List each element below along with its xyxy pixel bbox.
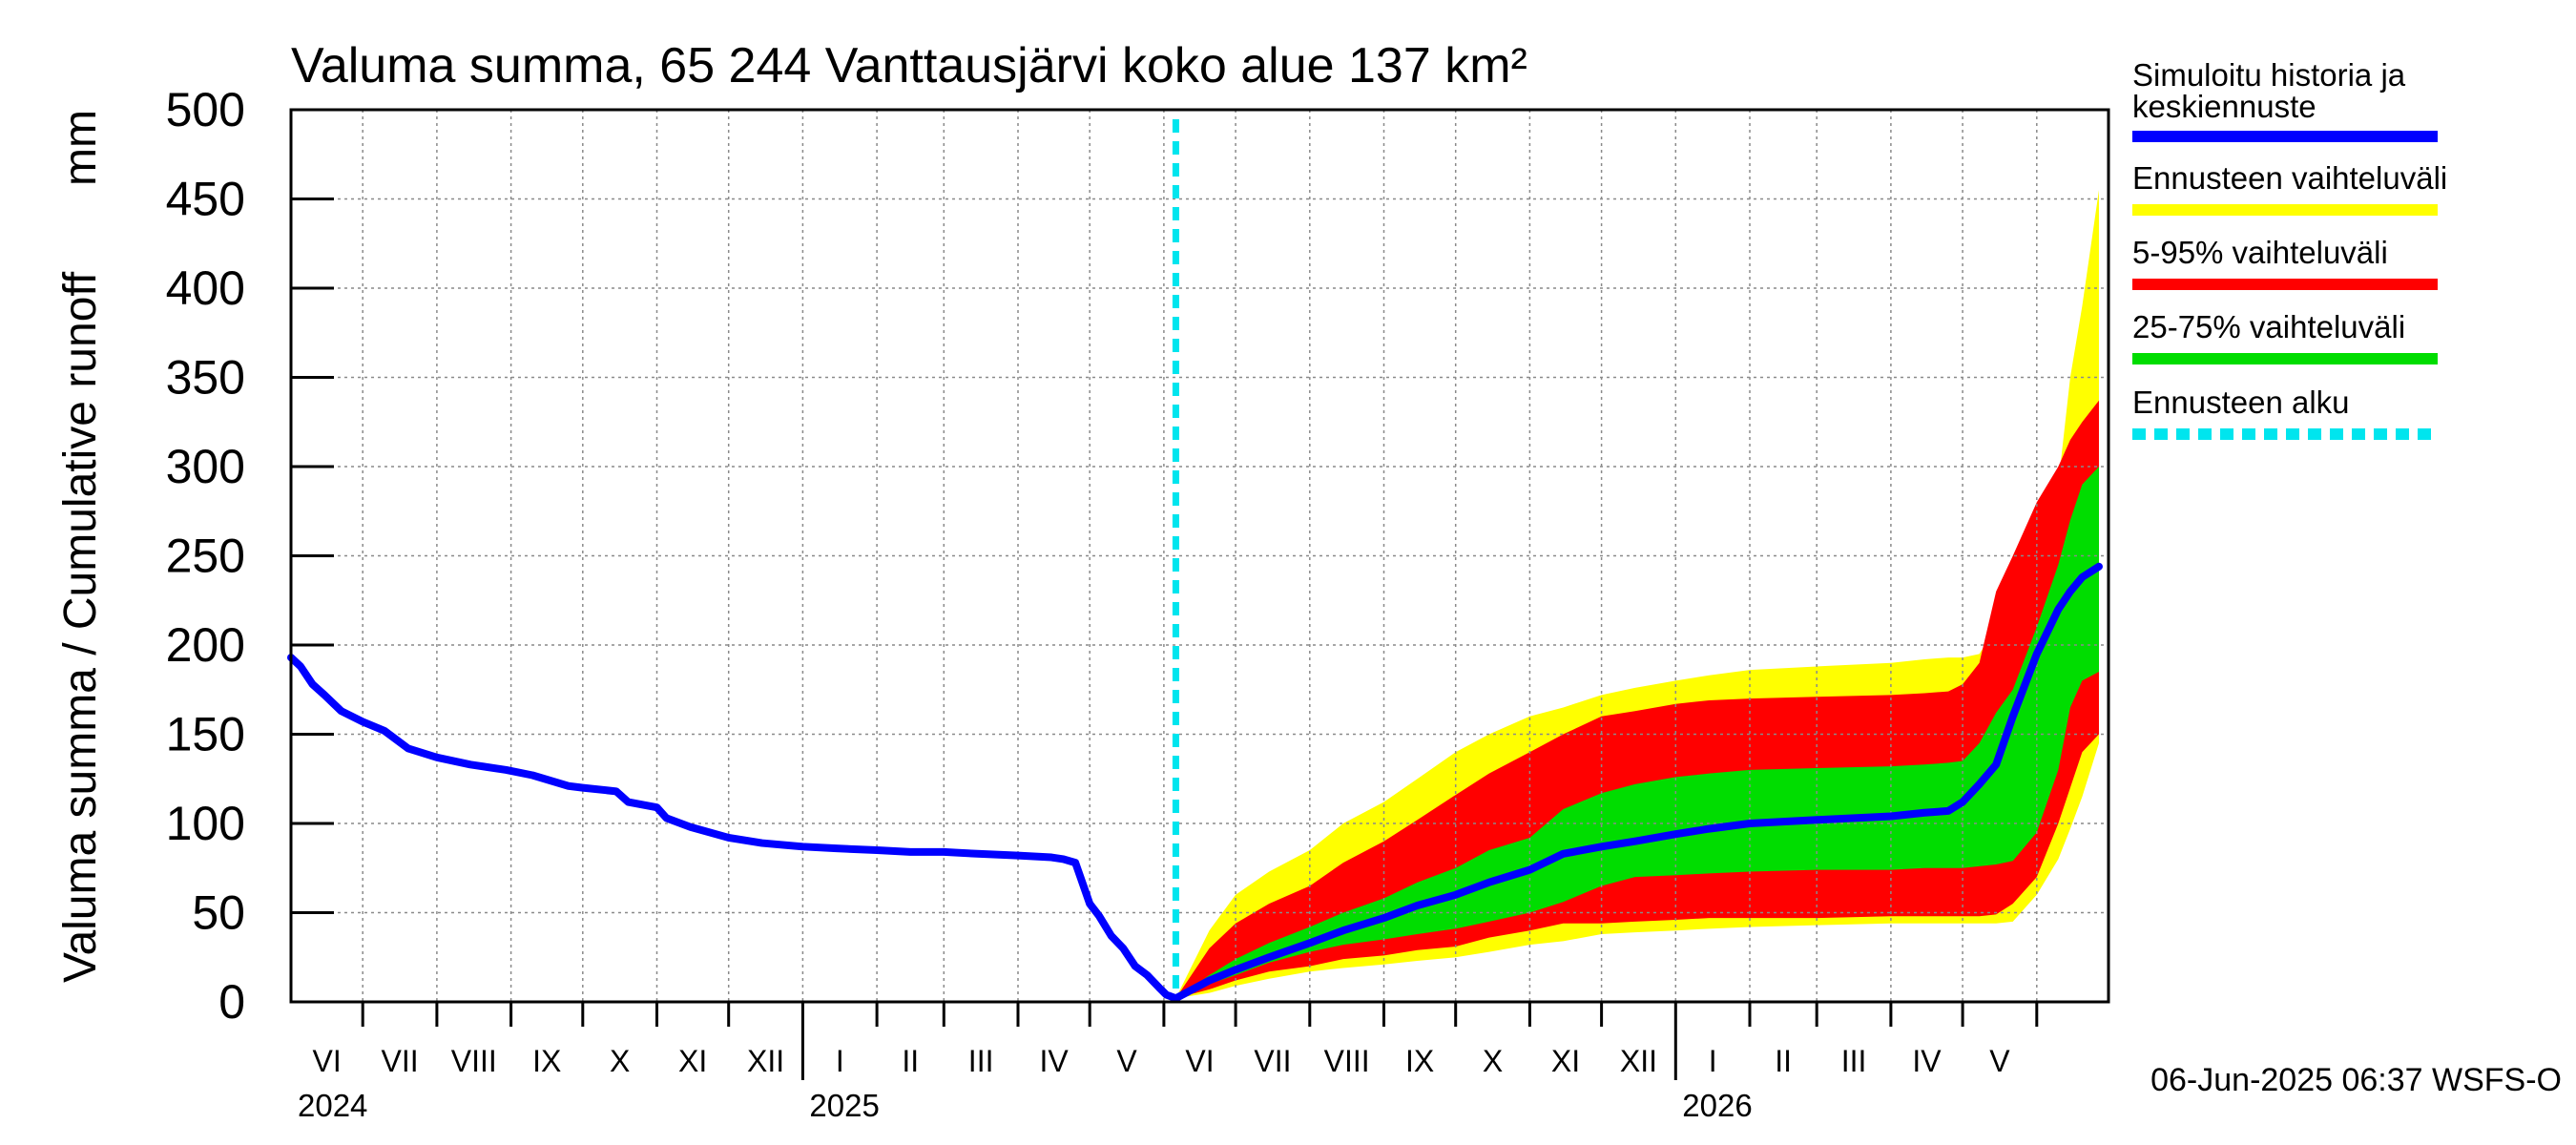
- x-month-label: VII: [381, 1044, 418, 1078]
- y-tick-label: 0: [218, 975, 245, 1029]
- y-tick-label: 350: [166, 351, 245, 405]
- x-month-label: XII: [1620, 1044, 1657, 1078]
- x-month-label: VIII: [1324, 1044, 1370, 1078]
- y-tick-label: 300: [166, 440, 245, 493]
- band-25-75: [1175, 467, 2099, 999]
- legend-label: 5-95% vaihteluväli: [2132, 235, 2388, 270]
- x-month-label: X: [610, 1044, 630, 1078]
- legend-label: Simuloitu historia ja: [2132, 57, 2406, 93]
- x-month-label: IV: [1912, 1044, 1942, 1078]
- x-month-label: III: [968, 1044, 994, 1078]
- legend-label: Ennusteen vaihteluväli: [2132, 160, 2447, 196]
- y-tick-label: 150: [166, 708, 245, 761]
- y-axis: 0 50 100 150 200 250 300 350 400 450 500: [166, 83, 334, 1029]
- x-month-label: IX: [532, 1044, 561, 1078]
- median-forecast-line: [1172, 562, 2103, 1003]
- y-tick-label: 450: [166, 173, 245, 226]
- y-tick-label: 100: [166, 797, 245, 850]
- x-month-label: V: [1116, 1044, 1137, 1078]
- x-month-label: IX: [1405, 1044, 1434, 1078]
- x-year-label: 2025: [809, 1088, 879, 1123]
- plot-area: [287, 108, 2110, 1004]
- x-month-label: I: [1709, 1044, 1717, 1078]
- x-month-label: VII: [1254, 1044, 1291, 1078]
- grid-lines: [291, 110, 2109, 1002]
- y-tick-label: 400: [166, 261, 245, 315]
- forecast-bands: [1175, 190, 2099, 999]
- x-month-label: IV: [1039, 1044, 1069, 1078]
- y-tick-label: 50: [192, 886, 245, 940]
- x-year-label: 2026: [1682, 1088, 1752, 1123]
- x-month-label: V: [1989, 1044, 2010, 1078]
- timestamp: 06-Jun-2025 06:37 WSFS-O: [2150, 1062, 2562, 1098]
- y-tick-label: 200: [166, 618, 245, 672]
- history-series-line: [287, 654, 1180, 1003]
- y-tick-label: 500: [166, 83, 245, 136]
- x-month-label: II: [1775, 1044, 1792, 1078]
- x-year-label: 2024: [298, 1088, 367, 1123]
- x-month-label: I: [836, 1044, 844, 1078]
- chart-title: Valuma summa, 65 244 Vanttausjärvi koko …: [291, 38, 1527, 94]
- x-month-label: XI: [678, 1044, 707, 1078]
- x-axis: VI VII VIII IX X XI XII I II III IV V VI VII VIII IX X XI…: [298, 1002, 2039, 1123]
- y-axis-unit: mm: [55, 110, 106, 186]
- y-axis-label: Valuma summa / Cumulative runoff: [55, 271, 106, 983]
- x-month-label: XI: [1551, 1044, 1580, 1078]
- legend-label: keskiennuste: [2132, 89, 2316, 124]
- y-tick-label: 250: [166, 530, 245, 583]
- x-month-label: X: [1483, 1044, 1503, 1078]
- legend-label: 25-75% vaihteluväli: [2132, 309, 2405, 344]
- x-month-label: VI: [312, 1044, 341, 1078]
- x-month-label: VIII: [451, 1044, 497, 1078]
- legend-label: Ennusteen alku: [2132, 385, 2350, 420]
- x-month-label: III: [1841, 1044, 1867, 1078]
- x-month-label: XII: [747, 1044, 784, 1078]
- x-month-label: II: [902, 1044, 919, 1078]
- x-month-label: VI: [1185, 1044, 1214, 1078]
